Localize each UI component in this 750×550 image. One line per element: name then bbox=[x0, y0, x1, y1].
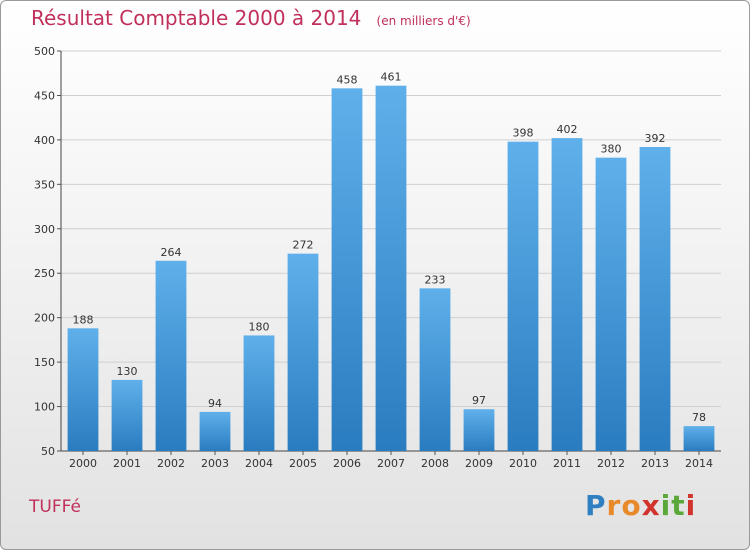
x-tick-label-2008: 2008 bbox=[421, 457, 449, 470]
data-label-2012: 380 bbox=[601, 143, 622, 156]
bar-2008 bbox=[419, 288, 451, 451]
bar-2011 bbox=[551, 138, 583, 451]
logo-letter: P bbox=[585, 489, 607, 522]
y-tick-label: 150 bbox=[34, 356, 55, 369]
y-tick-label: 200 bbox=[34, 312, 55, 325]
y-tick-label: 350 bbox=[34, 178, 55, 191]
chart-subtitle: (en milliers d'€) bbox=[376, 14, 471, 28]
logo-letter: t bbox=[671, 489, 686, 522]
logo-letter: x bbox=[641, 489, 661, 522]
bar-2003 bbox=[199, 411, 231, 451]
y-tick-label: 300 bbox=[34, 223, 55, 236]
x-tick-label-2011: 2011 bbox=[553, 457, 581, 470]
logo-letter: o bbox=[621, 489, 642, 522]
x-tick-label-2014: 2014 bbox=[685, 457, 713, 470]
x-tick-label-2006: 2006 bbox=[333, 457, 361, 470]
data-label-2001: 130 bbox=[117, 365, 138, 378]
logo-letter: i bbox=[660, 489, 672, 522]
logo-letter: r bbox=[606, 489, 622, 522]
bar-2010 bbox=[507, 141, 539, 451]
y-tick-label: 250 bbox=[34, 267, 55, 280]
data-label-2006: 458 bbox=[337, 73, 358, 86]
x-tick-label-2012: 2012 bbox=[597, 457, 625, 470]
bar-2009 bbox=[463, 409, 495, 451]
bar-2012 bbox=[595, 157, 627, 451]
data-label-2002: 264 bbox=[161, 246, 182, 259]
data-label-2005: 272 bbox=[293, 239, 314, 252]
data-label-2014: 78 bbox=[692, 411, 706, 424]
data-label-2003: 94 bbox=[208, 397, 222, 410]
data-label-2008: 233 bbox=[425, 273, 446, 286]
bar-2006 bbox=[331, 88, 363, 451]
data-label-2000: 188 bbox=[73, 313, 94, 326]
y-tick-label: 50 bbox=[41, 445, 55, 458]
data-label-2009: 97 bbox=[472, 394, 486, 407]
x-tick-label-2002: 2002 bbox=[157, 457, 185, 470]
chart-title: Résultat Comptable 2000 à 2014 bbox=[31, 6, 362, 30]
data-label-2010: 398 bbox=[513, 127, 534, 140]
y-tick-label: 450 bbox=[34, 89, 55, 102]
y-tick-label: 100 bbox=[34, 401, 55, 414]
bar-2014 bbox=[683, 426, 715, 451]
x-tick-label-2013: 2013 bbox=[641, 457, 669, 470]
commune-name: TUFFé bbox=[29, 497, 81, 517]
data-label-2011: 402 bbox=[557, 123, 578, 136]
x-tick-label-2009: 2009 bbox=[465, 457, 493, 470]
data-label-2013: 392 bbox=[645, 132, 666, 145]
bar-2000 bbox=[67, 328, 99, 451]
x-tick-label-2004: 2004 bbox=[245, 457, 273, 470]
x-tick-label-2005: 2005 bbox=[289, 457, 317, 470]
bar-2005 bbox=[287, 253, 319, 451]
y-tick-label: 400 bbox=[34, 134, 55, 147]
bar-2002 bbox=[155, 260, 187, 451]
x-tick-label-2001: 2001 bbox=[113, 457, 141, 470]
bar-2007 bbox=[375, 85, 407, 452]
x-tick-label-2010: 2010 bbox=[509, 457, 537, 470]
x-tick-label-2000: 2000 bbox=[69, 457, 97, 470]
y-tick-label: 500 bbox=[34, 45, 55, 58]
data-label-2007: 461 bbox=[381, 71, 402, 84]
proxiti-logo: Proxiti bbox=[585, 489, 696, 522]
x-tick-label-2003: 2003 bbox=[201, 457, 229, 470]
title-row: Résultat Comptable 2000 à 2014 (en milli… bbox=[31, 6, 471, 30]
bar-2013 bbox=[639, 147, 671, 451]
x-tick-label-2007: 2007 bbox=[377, 457, 405, 470]
bar-2001 bbox=[111, 379, 143, 451]
data-label-2004: 180 bbox=[249, 320, 270, 333]
logo-letter: i bbox=[685, 489, 697, 522]
bar-2004 bbox=[243, 335, 275, 451]
